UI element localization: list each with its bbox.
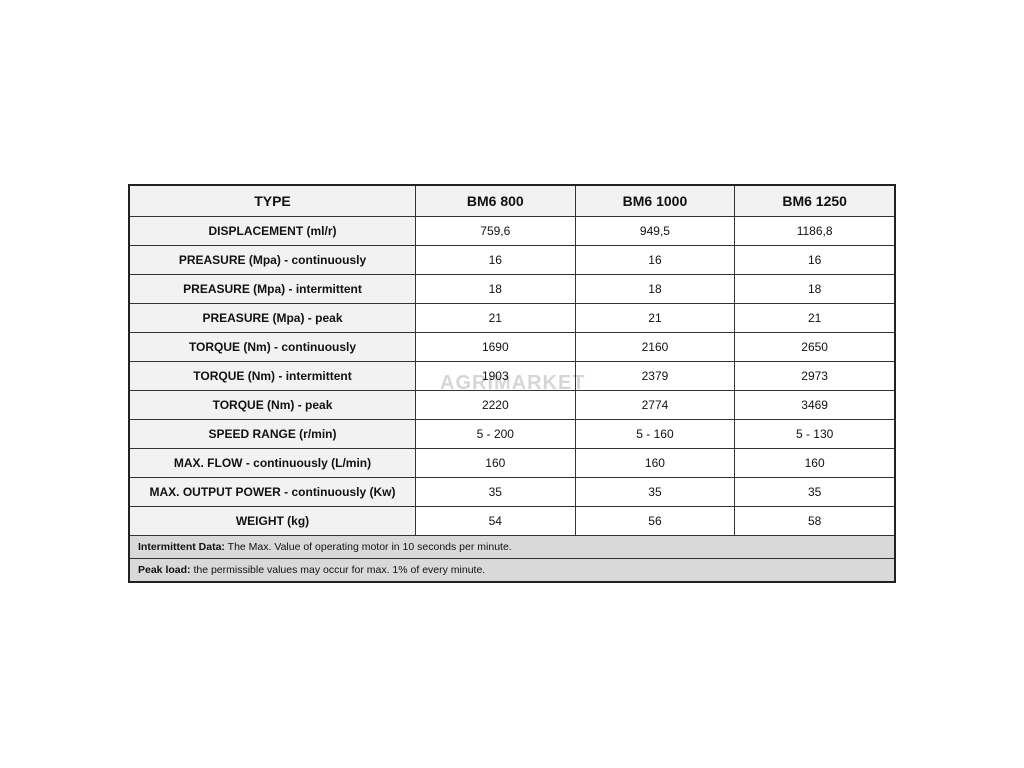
row-label: SPEED RANGE (r/min) [128,419,416,449]
note-title: Intermittent Data: [138,541,225,553]
cell-value: 5 - 200 [414,419,576,449]
table-row: DISPLACEMENT (ml/r) 759,6 949,5 1186,8 [128,216,896,246]
header-bm6-1000: BM6 1000 [574,184,736,217]
row-label: PREASURE (Mpa) - continuously [128,245,416,275]
cell-value: 35 [574,477,736,507]
table-row: TORQUE (Nm) - peak 2220 2774 3469 [128,390,896,420]
cell-value: 160 [734,448,896,478]
header-bm6-1250: BM6 1250 [734,184,896,217]
table-row: PREASURE (Mpa) - continuously 16 16 16 [128,245,896,275]
row-label: PREASURE (Mpa) - intermittent [128,274,416,304]
note-text: the permissible values may occur for max… [190,564,486,576]
cell-value: 2220 [414,390,576,420]
table-row: MAX. FLOW - continuously (L/min) 160 160 16… [128,448,896,478]
row-label: TORQUE (Nm) - continuously [128,332,416,362]
cell-value: 1903 [414,361,576,391]
table-row: TORQUE (Nm) - intermittent 1903 2379 2973 [128,361,896,391]
cell-value: 56 [574,506,736,536]
cell-value: 2379 [574,361,736,391]
cell-value: 54 [414,506,576,536]
cell-value: 21 [414,303,576,333]
table-row: WEIGHT (kg) 54 56 58 [128,506,896,536]
table-row: PREASURE (Mpa) - peak 21 21 21 [128,303,896,333]
header-row: TYPE BM6 800 BM6 1000 BM6 1250 [128,184,896,217]
note-row: Intermittent Data: The Max. Value of ope… [128,535,896,559]
cell-value: 2160 [574,332,736,362]
table-row: SPEED RANGE (r/min) 5 - 200 5 - 160 5 - 130 [128,419,896,449]
cell-value: 58 [734,506,896,536]
row-label: TORQUE (Nm) - intermittent [128,361,416,391]
table-row: TORQUE (Nm) - continuously 1690 2160 2650 [128,332,896,362]
cell-value: 759,6 [414,216,576,246]
cell-value: 3469 [734,390,896,420]
row-label: PREASURE (Mpa) - peak [128,303,416,333]
cell-value: 2650 [734,332,896,362]
cell-value: 160 [414,448,576,478]
note: Intermittent Data: The Max. Value of ope… [128,535,896,559]
note-text: The Max. Value of operating motor in 10 … [224,541,512,553]
row-label: TORQUE (Nm) - peak [128,390,416,420]
row-label: MAX. FLOW - continuously (L/min) [128,448,416,478]
cell-value: 949,5 [574,216,736,246]
note-row: Peak load: the permissible values may oc… [128,558,896,583]
cell-value: 18 [734,274,896,304]
cell-value: 5 - 130 [734,419,896,449]
row-label: MAX. OUTPUT POWER - continuously (Kw) [128,477,416,507]
cell-value: 5 - 160 [574,419,736,449]
cell-value: 35 [734,477,896,507]
cell-value: 1186,8 [734,216,896,246]
cell-value: 16 [414,245,576,275]
cell-value: 2774 [574,390,736,420]
row-label: WEIGHT (kg) [128,506,416,536]
note: Peak load: the permissible values may oc… [128,558,896,583]
cell-value: 2973 [734,361,896,391]
spec-table: TYPE BM6 800 BM6 1000 BM6 1250 DISPLACEM… [128,184,896,583]
cell-value: 160 [574,448,736,478]
cell-value: 35 [414,477,576,507]
cell-value: 21 [574,303,736,333]
table-row: PREASURE (Mpa) - intermittent 18 18 18 [128,274,896,304]
cell-value: 18 [414,274,576,304]
row-label: DISPLACEMENT (ml/r) [128,216,416,246]
cell-value: 21 [734,303,896,333]
table-row: MAX. OUTPUT POWER - continuously (Kw) 35 3… [128,477,896,507]
cell-value: 1690 [414,332,576,362]
cell-value: 16 [734,245,896,275]
note-title: Peak load: [138,564,191,576]
header-type: TYPE [128,184,416,217]
header-bm6-800: BM6 800 [414,184,576,217]
cell-value: 16 [574,245,736,275]
cell-value: 18 [574,274,736,304]
